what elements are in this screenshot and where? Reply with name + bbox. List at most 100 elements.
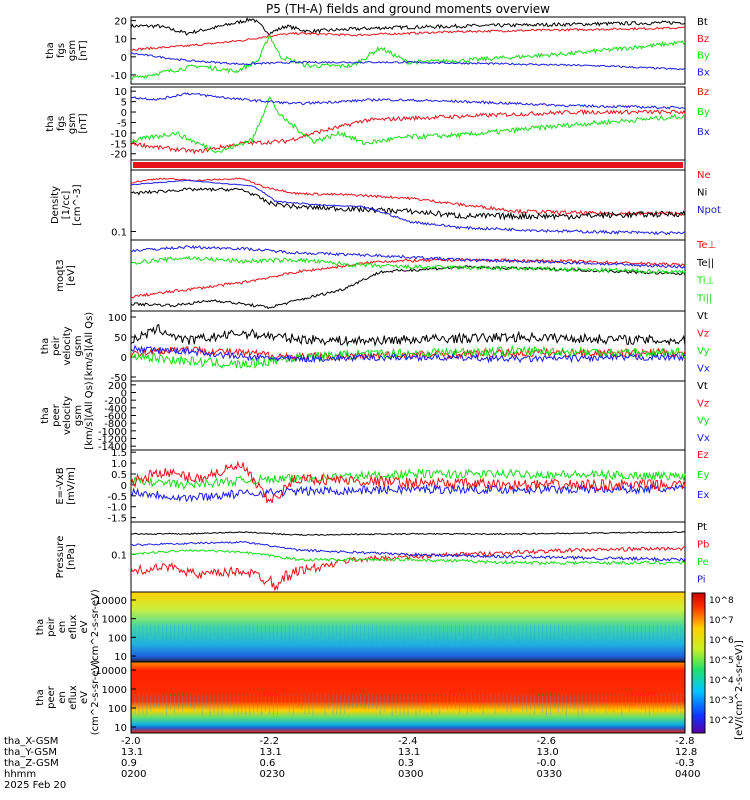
y-tick-label: -800 bbox=[104, 419, 127, 430]
legend-entry: Vx bbox=[697, 364, 710, 375]
y-axis-label: tha bbox=[35, 689, 46, 705]
x-tick-label: -2.0 bbox=[121, 736, 141, 747]
legend-entry: Vt bbox=[697, 381, 708, 392]
spectrogram-peer_en_eflux bbox=[131, 662, 685, 733]
y-tick-label: 10 bbox=[114, 87, 127, 98]
y-tick-label: 0 bbox=[121, 353, 127, 364]
y-axis-label: tha bbox=[40, 338, 51, 354]
series-line-Bx bbox=[130, 92, 686, 110]
y-axis-label: gsm bbox=[67, 113, 78, 134]
panel-pressure: 0.1 Pressure [nPa] Pt Pb Pe Pi bbox=[55, 521, 709, 593]
colorbar: [eV/(cm^2-s-sr-eV)] 10^8 10^7 10^6 10^5 10^4… bbox=[691, 592, 745, 740]
x-row-label: tha_X-GSM bbox=[4, 736, 58, 747]
x-tick-label: 13.1 bbox=[121, 747, 143, 758]
legend-entry: Vx bbox=[697, 433, 710, 444]
series-line-Npot bbox=[130, 179, 686, 236]
x-tick-label: 12.8 bbox=[675, 747, 697, 758]
series-line-By bbox=[130, 96, 686, 154]
y-tick-label: -50 bbox=[111, 373, 127, 384]
y-tick-label: 100 bbox=[108, 633, 127, 644]
y-tick-label: 5 bbox=[121, 98, 127, 109]
panel-peer_en_eflux: 10000 1000 100 10 tha peer en eflux eV (cm^2-s-sr… bbox=[35, 660, 686, 736]
series-line-Bt bbox=[130, 17, 686, 36]
y-tick-label: 1000 bbox=[102, 685, 127, 696]
series-line-Ez bbox=[130, 460, 686, 504]
y-tick-label: 100 bbox=[108, 704, 127, 715]
y-tick-label: 0 bbox=[121, 108, 127, 119]
series-line-Pi bbox=[130, 540, 686, 563]
legend-entry: Ey bbox=[697, 470, 709, 481]
y-axis-label: tha bbox=[45, 115, 56, 131]
y-axis-label: (cm^2-s-sr-eV) bbox=[90, 589, 101, 665]
legend-entry: Pi bbox=[697, 575, 706, 586]
x-tick-label: -2.2 bbox=[260, 736, 280, 747]
y-tick-label: 1.0 bbox=[111, 459, 127, 470]
x-tick-label: -0.0 bbox=[537, 758, 557, 769]
panel-frame bbox=[130, 310, 686, 382]
y-tick-label: 200 bbox=[108, 381, 127, 392]
y-tick-label: -10 bbox=[111, 71, 127, 82]
y-axis-label: tha bbox=[35, 619, 46, 635]
y-axis-label: fgs bbox=[56, 116, 67, 131]
y-axis-label: Pressure bbox=[55, 536, 66, 579]
y-tick-label: -1.0 bbox=[107, 503, 127, 514]
panel-peir_velocity: 100 50 0 -50 tha peir velocity gsm [km/s](All Qs… bbox=[40, 310, 710, 384]
y-axis-label: eV bbox=[79, 691, 90, 704]
y-axis-label: eflux bbox=[68, 615, 79, 640]
y-tick-label: -1400 bbox=[98, 442, 127, 453]
legend-entry: Vz bbox=[697, 329, 709, 340]
series-line-Te|| bbox=[130, 265, 686, 310]
y-tick-label: 20 bbox=[114, 17, 127, 28]
y-tick-label: -1.5 bbox=[107, 514, 127, 525]
y-tick-label: -0.5 bbox=[107, 492, 127, 503]
legend-entry: Ti|| bbox=[696, 293, 712, 304]
chart-title: P5 (TH-A) fields and ground moments over… bbox=[266, 2, 550, 16]
y-tick-label: 1.5 bbox=[111, 448, 127, 459]
x-tick-label: 0.3 bbox=[398, 758, 414, 769]
x-tick-label: 0300 bbox=[398, 769, 423, 780]
y-axis-label: velocity bbox=[62, 396, 73, 435]
series-line-Vt bbox=[130, 323, 686, 347]
y-axis-label: moqt3 bbox=[55, 259, 66, 292]
legend-entry: Npot bbox=[697, 205, 721, 216]
y-tick-label: -15 bbox=[111, 139, 127, 150]
legend-entry: Ni bbox=[697, 188, 707, 199]
panel-frame bbox=[130, 380, 686, 451]
y-tick-label: -600 bbox=[104, 412, 127, 423]
panel-frame bbox=[130, 169, 686, 241]
legend-entry: Vt bbox=[697, 311, 708, 322]
legend-entry: Vy bbox=[697, 416, 710, 427]
y-axis-label: [nT] bbox=[78, 113, 89, 133]
y-axis-label: peir bbox=[51, 335, 62, 355]
y-tick-label: -200 bbox=[104, 396, 127, 407]
x-tick-label: 13.1 bbox=[260, 747, 282, 758]
y-axis-label: gsm bbox=[73, 335, 84, 356]
colorbar-tick: 10^7 bbox=[709, 616, 734, 626]
series-line-Ey bbox=[130, 468, 686, 491]
series-line-By bbox=[130, 33, 686, 82]
series-line-Te⊥ bbox=[130, 257, 686, 299]
y-tick-label: -400 bbox=[104, 404, 127, 415]
y-tick-label: 100 bbox=[108, 313, 127, 324]
y-axis-label: en bbox=[57, 621, 68, 634]
y-axis-label: eV bbox=[79, 620, 90, 633]
y-tick-label: 0 bbox=[121, 53, 127, 64]
y-axis-label: tha bbox=[40, 407, 51, 423]
legend-entry: Ne bbox=[697, 170, 711, 181]
series-line-Ne bbox=[130, 177, 686, 217]
y-axis-label: peir bbox=[46, 616, 57, 636]
panel-frame bbox=[130, 86, 686, 161]
panel-efield: 1.51.00.50-0.5-1.0-1.5 E=-VxB [mV/m] Ez Ey Ex bbox=[55, 448, 709, 524]
x-tick-label: 0.6 bbox=[260, 758, 276, 769]
x-tick-label: -0.3 bbox=[675, 758, 695, 769]
y-tick-label: 0 bbox=[121, 481, 127, 492]
series-line-Ni bbox=[130, 187, 686, 221]
legend-entry: Te⊥ bbox=[696, 240, 716, 251]
y-axis-label: (cm^2-s-sr-eV) bbox=[90, 660, 101, 736]
y-axis-label: en bbox=[57, 691, 68, 704]
series-line-Bz bbox=[130, 108, 686, 155]
spectrogram-peir_en_eflux bbox=[131, 592, 685, 662]
x-tick-label: 13.1 bbox=[398, 747, 420, 758]
